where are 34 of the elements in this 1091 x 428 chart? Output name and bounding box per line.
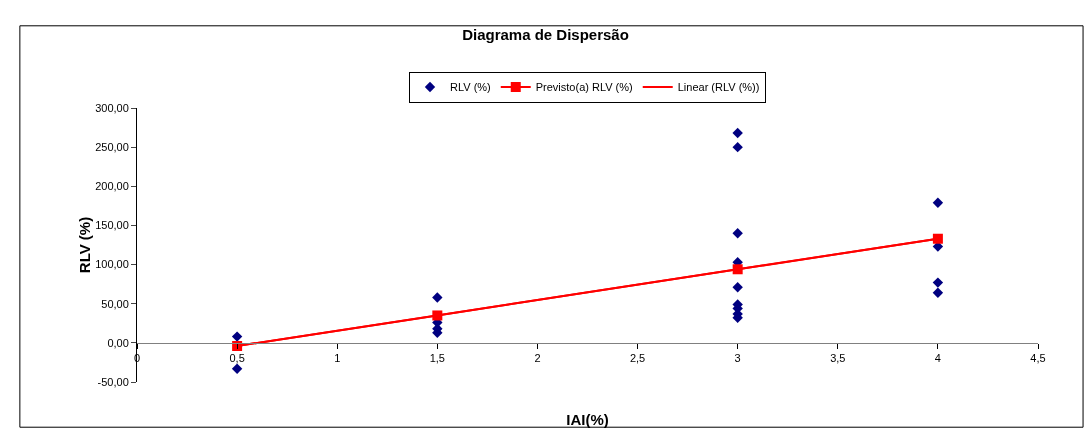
legend-label: Previsto(a) RLV (%) — [535, 81, 633, 94]
legend-label: RLV (%) — [450, 81, 491, 94]
y-tick-label: 0,00 — [107, 336, 129, 349]
point — [732, 282, 743, 293]
y-tick-label: 300,00 — [95, 101, 129, 114]
legend-label: Linear (RLV (%)) — [677, 81, 760, 94]
y-axis-title: RLV (%) — [76, 216, 94, 274]
y-tick-label: 50,00 — [101, 297, 129, 310]
point — [231, 331, 243, 342]
x-axis-title: IAI(%) — [566, 411, 609, 428]
point — [932, 233, 943, 244]
x-tick-label: 1,5 — [429, 352, 445, 365]
y-tick-label: 100,00 — [95, 258, 129, 271]
point — [932, 287, 944, 298]
point — [732, 141, 743, 153]
point — [732, 228, 743, 239]
point — [432, 292, 443, 303]
point — [231, 363, 243, 374]
x-tick-label: 0,5 — [229, 352, 245, 365]
x-tick-label: 4,5 — [1030, 352, 1046, 365]
x-tick-label: 2,5 — [629, 352, 646, 365]
x-tick-label: 3 — [734, 352, 741, 365]
y-tick-label: 250,00 — [95, 140, 129, 153]
x-tick-label: 4 — [934, 352, 941, 365]
point — [732, 127, 743, 139]
x-tick-label: 2 — [534, 352, 541, 365]
y-tick-label: 200,00 — [95, 180, 129, 193]
y-tick-label: 150,00 — [95, 219, 129, 232]
x-tick-label: 1 — [334, 352, 341, 365]
chart-title: Diagrama de Dispersão — [462, 26, 629, 44]
point — [932, 197, 944, 208]
y-tick-label: -50,00 — [97, 375, 129, 388]
point — [932, 277, 944, 288]
x-tick-label: 3,5 — [830, 352, 846, 365]
